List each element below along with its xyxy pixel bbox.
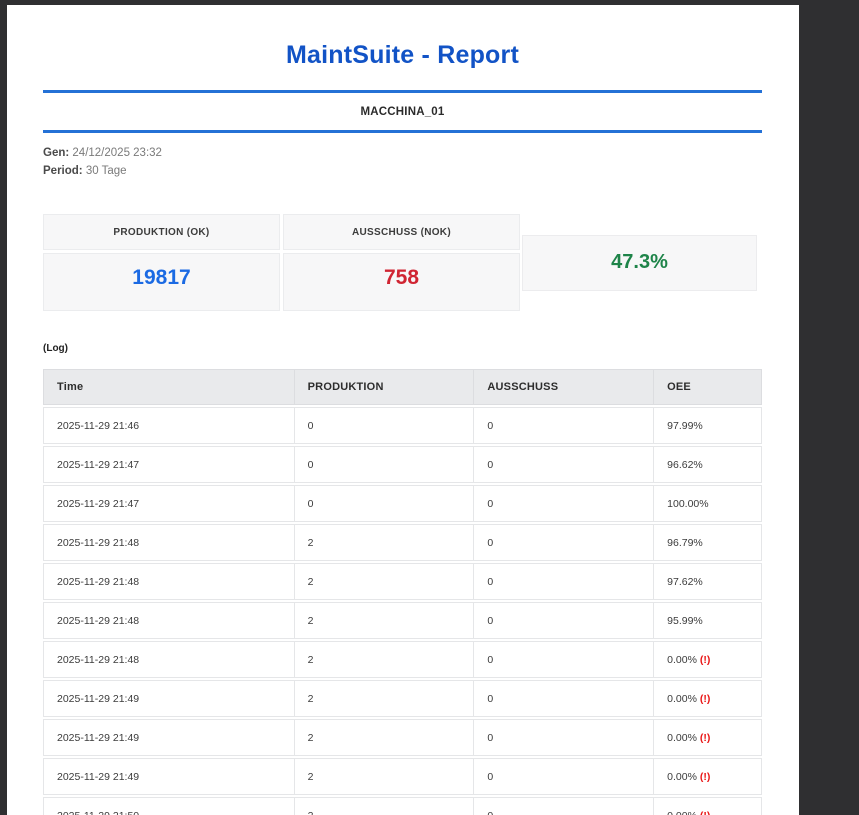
report-page: MaintSuite - Report MACCHINA_01 Gen: 24/…	[7, 5, 799, 815]
log-table-row: 2025-11-29 21:49 2 0 0.00% (!)	[43, 758, 762, 795]
log-cell-produktion: 2	[294, 680, 475, 717]
header-rule-bottom	[43, 130, 762, 133]
log-cell-oee: 95.99%	[654, 602, 762, 639]
log-cell-produktion: 2	[294, 524, 475, 561]
stat-header-ausschuss: AUSSCHUSS (NOK)	[283, 214, 520, 250]
log-cell-time: 2025-11-29 21:48	[43, 524, 295, 561]
column-header-produktion: PRODUKTION	[294, 369, 475, 405]
log-cell-ausschuss: 0	[474, 602, 655, 639]
log-cell-ausschuss: 0	[474, 758, 655, 795]
log-cell-oee: 96.62%	[654, 446, 762, 483]
log-cell-time: 2025-11-29 21:50	[43, 797, 295, 815]
period-value: 30 Tage	[85, 165, 127, 177]
log-table-header-row: Time PRODUKTION AUSSCHUSS OEE	[43, 369, 762, 405]
log-table-row: 2025-11-29 21:48 2 0 95.99%	[43, 602, 762, 639]
report-meta: Gen: 24/12/2025 23:32 Period: 30 Tage	[43, 144, 762, 180]
log-table-row: 2025-11-29 21:48 2 0 0.00% (!)	[43, 641, 762, 678]
log-table-row: 2025-11-29 21:47 0 0 96.62%	[43, 446, 762, 483]
generated-label: Gen:	[43, 147, 70, 159]
log-table-row: 2025-11-29 21:49 2 0 0.00% (!)	[43, 719, 762, 756]
stat-value-ausschuss: 758	[283, 253, 520, 311]
log-table-row: 2025-11-29 21:47 0 0 100.00%	[43, 485, 762, 522]
stats-row: PRODUKTION (OK) AUSSCHUSS (NOK) 19817 75…	[43, 214, 762, 311]
log-table-row: 2025-11-29 21:50200.00%(!)	[43, 797, 762, 815]
generated-value: 24/12/2025 23:32	[72, 147, 162, 159]
generated-line: Gen: 24/12/2025 23:32	[43, 144, 762, 162]
log-cell-produktion: 0	[294, 485, 475, 522]
log-cell-produktion: 2	[294, 797, 475, 815]
log-cell-oee: 97.62%	[654, 563, 762, 600]
log-cell-ausschuss: 0	[474, 524, 655, 561]
log-table-row: 2025-11-29 21:46 0 0 97.99%	[43, 407, 762, 444]
log-table-row: 2025-11-29 21:49 2 0 0.00% (!)	[43, 680, 762, 717]
header-rule-top	[43, 90, 762, 93]
log-cell-time: 2025-11-29 21:47	[43, 446, 295, 483]
log-cell-oee: 0.00%(!)	[654, 680, 762, 717]
oee-summary-box: 47.3%	[522, 234, 757, 291]
log-cell-ausschuss: 0	[474, 719, 655, 756]
log-cell-oee: 97.99%	[654, 407, 762, 444]
log-cell-ausschuss: 0	[474, 407, 655, 444]
log-cell-produktion: 2	[294, 758, 475, 795]
log-cell-produktion: 2	[294, 641, 475, 678]
log-cell-ausschuss: 0	[474, 680, 655, 717]
log-table-row: 2025-11-29 21:48 2 0 97.62%	[43, 563, 762, 600]
column-header-ausschuss: AUSSCHUSS	[474, 369, 655, 405]
stat-header-produktion: PRODUKTION (OK)	[43, 214, 280, 250]
column-header-time: Time	[43, 369, 295, 405]
log-cell-time: 2025-11-29 21:48	[43, 563, 295, 600]
log-cell-time: 2025-11-29 21:49	[43, 680, 295, 717]
log-cell-oee: 0.00%(!)	[654, 797, 762, 815]
column-header-oee: OEE	[654, 369, 762, 405]
log-cell-time: 2025-11-29 21:48	[43, 641, 295, 678]
log-cell-oee: 96.79%	[654, 524, 762, 561]
log-cell-time: 2025-11-29 21:49	[43, 719, 295, 756]
log-cell-oee: 100.00%	[654, 485, 762, 522]
log-cell-produktion: 2	[294, 719, 475, 756]
log-cell-oee: 0.00%(!)	[654, 758, 762, 795]
log-cell-produktion: 2	[294, 602, 475, 639]
stats-grid: PRODUKTION (OK) AUSSCHUSS (NOK) 19817 75…	[43, 214, 520, 311]
period-label: Period:	[43, 165, 83, 177]
log-cell-ausschuss: 0	[474, 446, 655, 483]
log-cell-time: 2025-11-29 21:47	[43, 485, 295, 522]
oee-alert-flag: (!)	[699, 692, 711, 705]
period-line: Period: 30 Tage	[43, 162, 762, 180]
log-cell-oee: 0.00%(!)	[654, 641, 762, 678]
stat-value-produktion: 19817	[43, 253, 280, 311]
oee-alert-flag: (!)	[699, 653, 711, 666]
log-cell-time: 2025-11-29 21:48	[43, 602, 295, 639]
oee-alert-flag: (!)	[699, 731, 711, 744]
oee-alert-flag: (!)	[700, 810, 711, 815]
log-cell-ausschuss: 0	[474, 485, 655, 522]
log-cell-produktion: 0	[294, 446, 475, 483]
log-section-label: (Log)	[43, 343, 68, 354]
machine-name: MACCHINA_01	[360, 106, 445, 118]
log-cell-ausschuss: 0	[474, 563, 655, 600]
page-title: MaintSuite - Report	[286, 41, 519, 69]
log-table-row: 2025-11-29 21:48 2 0 96.79%	[43, 524, 762, 561]
log-table: Time PRODUKTION AUSSCHUSS OEE 2025-11-29…	[43, 367, 762, 815]
log-cell-produktion: 2	[294, 563, 475, 600]
log-cell-oee: 0.00%(!)	[654, 719, 762, 756]
log-cell-ausschuss: 0	[474, 797, 655, 815]
log-cell-time: 2025-11-29 21:46	[43, 407, 295, 444]
log-cell-time: 2025-11-29 21:49	[43, 758, 295, 795]
log-cell-ausschuss: 0	[474, 641, 655, 678]
oee-alert-flag: (!)	[699, 770, 711, 783]
log-cell-produktion: 0	[294, 407, 475, 444]
